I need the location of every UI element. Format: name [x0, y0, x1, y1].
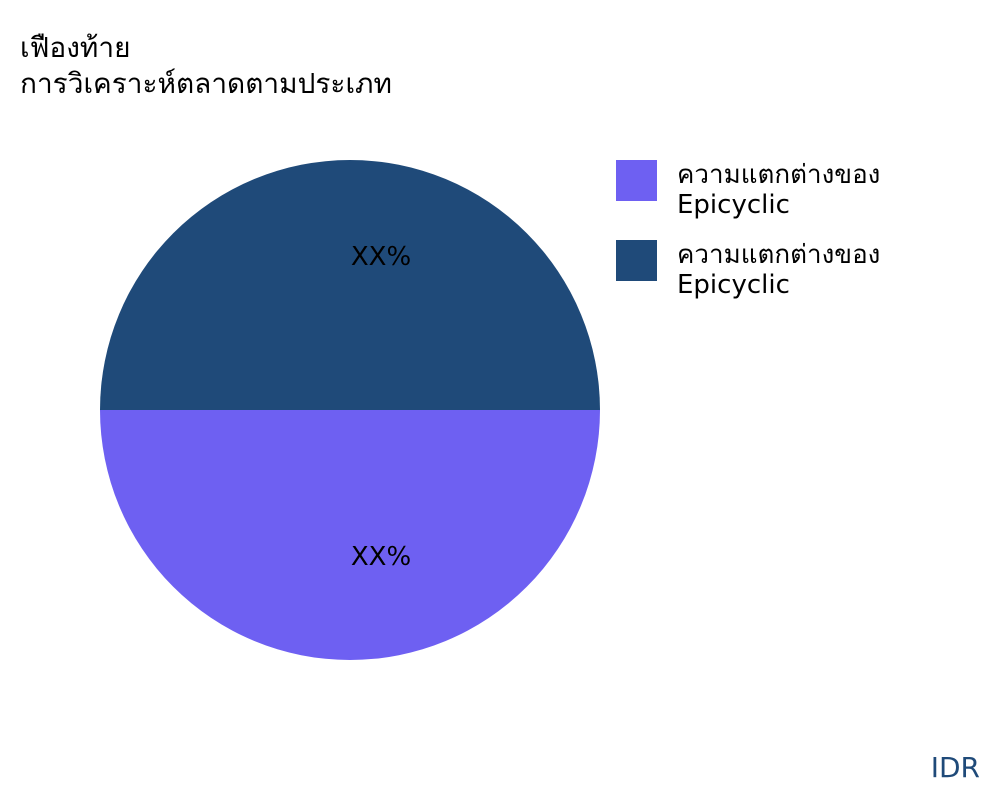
pie-slice	[100, 410, 600, 660]
chart-title: เฟืองท้าย การวิเคราะห์ตลาดตามประเภท	[20, 30, 392, 102]
title-line-2: การวิเคราะห์ตลาดตามประเภท	[20, 67, 392, 100]
legend-item: ความแตกต่างของ Epicyclic	[616, 240, 937, 300]
legend-label: ความแตกต่างของ Epicyclic	[677, 240, 881, 300]
slice-label: XX%	[351, 542, 411, 572]
pie-slice	[100, 160, 600, 410]
slice-label: XX%	[351, 242, 411, 272]
legend-item: ความแตกต่างของ Epicyclic	[616, 160, 937, 220]
brand-logo: IDR	[930, 751, 980, 784]
legend: ความแตกต่างของ Epicyclic ความแตกต่างของ …	[616, 160, 937, 320]
legend-label: ความแตกต่างของ Epicyclic	[677, 160, 881, 220]
title-line-1: เฟืองท้าย	[20, 31, 131, 64]
legend-swatch	[616, 240, 657, 281]
legend-swatch	[616, 160, 657, 201]
